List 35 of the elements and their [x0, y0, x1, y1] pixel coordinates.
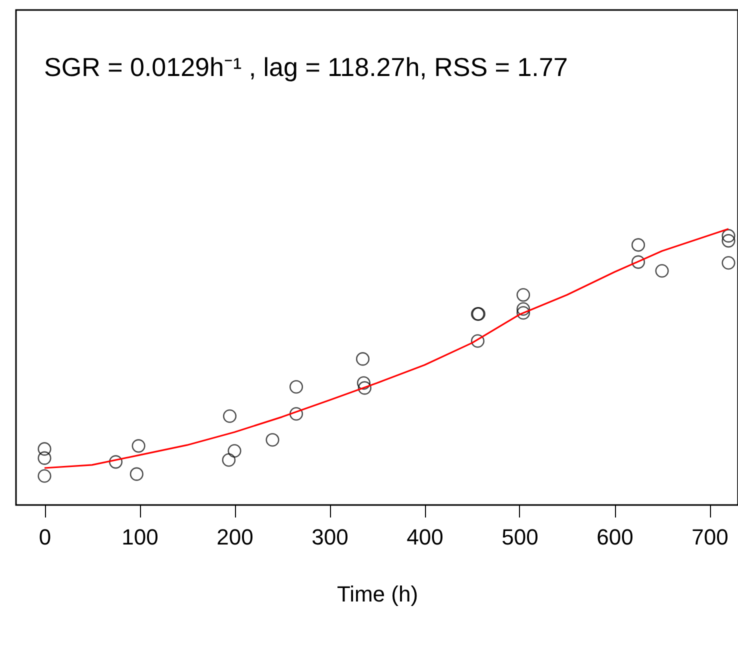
point	[38, 442, 52, 456]
point	[289, 380, 304, 394]
x-tick-label: 300	[312, 524, 348, 550]
point	[356, 376, 370, 390]
x-axis-title: Time (h)	[336, 582, 418, 606]
point	[222, 453, 236, 467]
point	[132, 439, 146, 453]
point	[356, 352, 370, 366]
x-tick-label: 600	[596, 524, 634, 550]
point	[38, 451, 52, 465]
point	[516, 302, 530, 316]
point	[655, 264, 669, 278]
x-tick-label: 700	[692, 524, 728, 550]
x-tick-label: 400	[406, 524, 444, 550]
x-tick-label: 0	[38, 524, 52, 550]
point	[38, 469, 52, 483]
point	[631, 238, 646, 252]
text: SGR = 0.0129h⁻¹ , lag = 118.27h, RSS = 1.77	[44, 52, 568, 82]
point	[222, 409, 237, 423]
point	[108, 455, 123, 469]
point	[289, 407, 304, 421]
point	[266, 433, 280, 447]
point	[722, 256, 736, 270]
point	[722, 229, 736, 243]
point	[228, 444, 242, 458]
point	[516, 288, 530, 302]
point	[358, 381, 372, 395]
point	[130, 467, 144, 481]
point	[516, 306, 530, 320]
point	[470, 334, 484, 348]
point	[631, 255, 646, 269]
x-tick-label: 100	[122, 524, 158, 550]
point	[722, 234, 736, 248]
x-tick-label: 200	[216, 524, 254, 550]
x-tick-label: 500	[502, 524, 538, 550]
